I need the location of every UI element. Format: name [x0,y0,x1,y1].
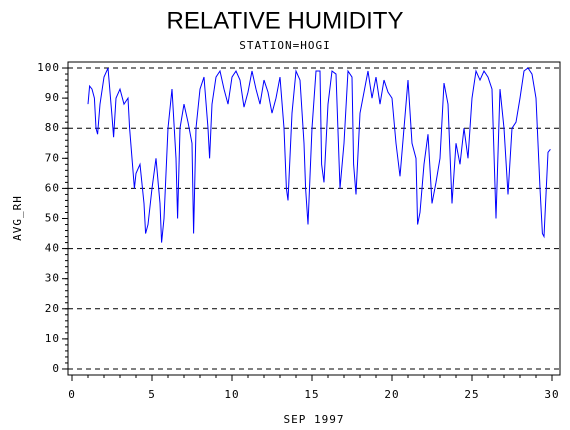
y-tick-label: 100 [37,61,60,74]
x-tick-label: 0 [68,388,76,401]
chart-subtitle: STATION=HOGI [239,39,330,52]
y-tick-label: 70 [45,151,60,164]
y-tick-label: 80 [45,121,60,134]
x-tick-label: 15 [304,388,319,401]
y-tick-label: 10 [45,332,60,345]
y-tick-label: 0 [52,362,60,375]
x-tick-label: 25 [464,388,479,401]
x-tick-label: 20 [384,388,399,401]
x-tick-label: 5 [148,388,156,401]
y-tick-label: 90 [45,91,60,104]
x-axis-label: SEP 1997 [284,413,345,426]
y-tick-label: 50 [45,212,60,225]
y-axis-label: AVG_RH [11,195,24,241]
chart-title: RELATIVE HUMIDITY [167,7,404,34]
y-tick-label: 40 [45,242,60,255]
x-tick-label: 30 [544,388,559,401]
y-tick-label: 30 [45,272,60,285]
rh-line [87,67,551,243]
y-tick-label: 60 [45,181,60,194]
plot-frame [67,61,561,376]
y-tick-label: 20 [45,302,60,315]
x-tick-label: 10 [224,388,239,401]
